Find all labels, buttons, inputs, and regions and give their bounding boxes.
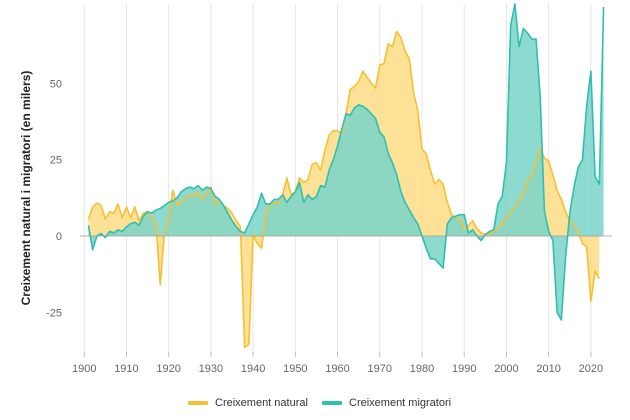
line-migratori [87,3,605,321]
y-axis-label: Creixement natural i migratori (en miler… [19,71,33,306]
series-lines [87,3,605,349]
y-tick-label-0: 0 [56,231,62,243]
x-tick-label-1900: 1900 [72,363,96,375]
x-axis: 1900 1910 1920 1930 1940 1950 1960 1970 1980 1990… [72,352,603,375]
area-migratori [88,4,604,320]
x-tick-label-1940: 1940 [241,363,265,375]
legend-swatch-migratori [322,401,342,405]
legend-swatch-natural [188,401,208,405]
x-tick-label-2000: 2000 [494,363,518,375]
x-tick-label-1970: 1970 [368,363,392,375]
legend: Creixement natural Creixement migratori [188,397,451,409]
legend-label-migratori: Creixement migratori [349,397,451,409]
x-tick-label-1910: 1910 [114,363,138,375]
x-tick-label-1990: 1990 [452,363,476,375]
x-tick-label-2020: 2020 [579,363,603,375]
x-tick-label-1920: 1920 [156,363,180,375]
y-tick-label-50: 50 [50,78,62,90]
areas [88,4,604,348]
y-tick-label--25: -25 [46,307,62,319]
y-tick-label-25: 25 [50,155,62,167]
x-tick-label-1950: 1950 [283,363,307,375]
x-tick-label-1960: 1960 [325,363,349,375]
legend-label-natural: Creixement natural [215,397,308,409]
x-tick-label-1930: 1930 [199,363,223,375]
x-tick-label-1980: 1980 [410,363,434,375]
x-tick-label-2010: 2010 [536,363,560,375]
y-axis: -25 0 25 50 [46,78,62,319]
